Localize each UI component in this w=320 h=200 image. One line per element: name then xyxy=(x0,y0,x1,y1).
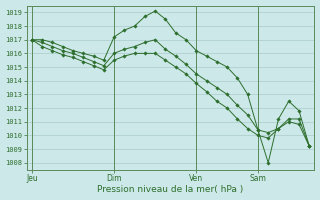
X-axis label: Pression niveau de la mer( hPa ): Pression niveau de la mer( hPa ) xyxy=(98,185,244,194)
